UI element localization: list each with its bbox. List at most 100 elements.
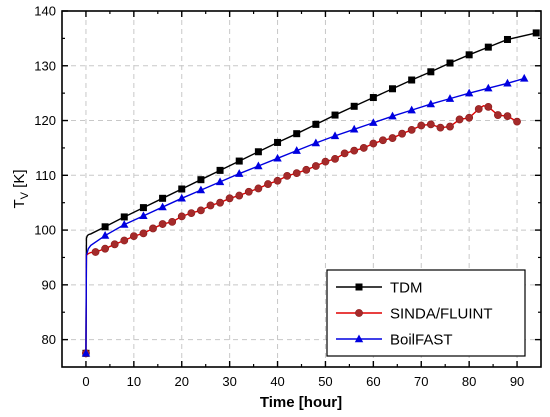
series-point	[436, 123, 445, 132]
series-point	[503, 78, 512, 87]
series-point	[311, 138, 321, 147]
y-tick-label: 120	[34, 113, 56, 128]
series-point	[484, 83, 493, 92]
y-axis-title: TV [K]	[11, 169, 31, 208]
x-tick-label: 0	[82, 374, 89, 389]
series-point	[312, 120, 320, 128]
series-point	[197, 206, 205, 215]
series-point	[379, 136, 387, 145]
series-point	[110, 240, 119, 249]
series-layer	[81, 29, 540, 358]
series-point	[139, 204, 147, 212]
series-point	[215, 177, 225, 186]
series-point	[273, 176, 282, 185]
series-point	[330, 131, 340, 140]
series-tdm	[82, 29, 540, 357]
series-point	[427, 68, 435, 76]
series-point	[388, 134, 397, 142]
series-point	[408, 76, 416, 84]
ticks: 0 10 20 30 40 50 60 70 80 90 80 90 100 110 120 130 140	[34, 4, 541, 389]
series-line	[85, 32, 537, 354]
series-point	[225, 194, 234, 203]
series-point	[302, 165, 311, 174]
legend-marker	[355, 283, 363, 291]
x-tick-label: 70	[414, 374, 428, 389]
series-point	[484, 43, 492, 51]
series-point	[503, 112, 512, 121]
series-point	[206, 201, 215, 210]
series-point	[446, 59, 454, 67]
series-point	[446, 122, 454, 131]
series-point	[283, 171, 292, 180]
series-point	[445, 94, 455, 102]
series-point	[455, 115, 464, 124]
series-point	[235, 157, 243, 165]
y-axis-title-subscript: V	[19, 191, 31, 199]
legend-marker	[354, 334, 364, 343]
series-point	[340, 149, 349, 158]
series-point	[235, 169, 244, 177]
legend-label: SINDA/FLUINT	[390, 306, 493, 323]
series-point	[369, 139, 378, 148]
x-tick-label: 80	[462, 374, 476, 389]
series-point	[274, 138, 282, 146]
series-point	[388, 111, 397, 120]
series-point	[139, 229, 148, 238]
series-point	[196, 185, 206, 194]
series-point	[273, 153, 282, 162]
legend-label: TDM	[390, 280, 423, 297]
series-point	[235, 191, 244, 200]
series-line	[85, 77, 525, 354]
series-point	[264, 180, 272, 188]
x-tick-label: 20	[175, 374, 189, 389]
x-tick-label: 10	[127, 374, 141, 389]
x-tick-label: 60	[366, 374, 380, 389]
series-point	[187, 209, 196, 217]
series-point	[159, 194, 167, 202]
y-tick-label: 100	[34, 223, 56, 238]
series-point	[503, 35, 511, 43]
series-point	[158, 202, 167, 211]
y-axis-title-main: T	[11, 199, 28, 208]
series-point	[101, 223, 109, 231]
series-point	[474, 105, 483, 113]
series-point	[417, 121, 426, 130]
series-point	[493, 111, 502, 119]
series-point	[350, 102, 358, 110]
series-point	[293, 130, 301, 138]
series-point	[359, 144, 368, 152]
series-point	[81, 348, 91, 357]
series-point	[197, 176, 205, 184]
series-point	[158, 220, 167, 228]
legend: TDM SINDA/FLUINT BoilFAST	[326, 269, 526, 357]
series-point	[216, 198, 224, 207]
series-point	[292, 146, 301, 154]
series-point	[369, 94, 377, 102]
series-point	[426, 99, 436, 108]
series-point	[244, 187, 253, 196]
series-point	[465, 51, 473, 59]
series-point	[513, 117, 521, 126]
series-point	[178, 185, 186, 193]
series-point	[168, 217, 177, 226]
series-point	[177, 193, 186, 202]
series-point	[398, 129, 406, 138]
series-point	[369, 118, 378, 126]
x-tick-label: 50	[318, 374, 332, 389]
x-tick-label: 30	[222, 374, 236, 389]
legend-marker	[355, 309, 363, 317]
series-point	[120, 220, 129, 228]
series-point	[101, 244, 110, 253]
series-point	[149, 224, 157, 233]
series-point	[100, 231, 110, 239]
series-point	[389, 85, 397, 93]
series-point	[331, 111, 339, 119]
series-point	[407, 105, 416, 114]
series-point	[520, 73, 529, 82]
series-point	[349, 124, 359, 133]
series-point	[129, 232, 138, 241]
series-point	[177, 212, 186, 221]
series-point	[321, 157, 330, 166]
x-tick-label: 40	[270, 374, 284, 389]
y-tick-label: 80	[42, 332, 56, 347]
